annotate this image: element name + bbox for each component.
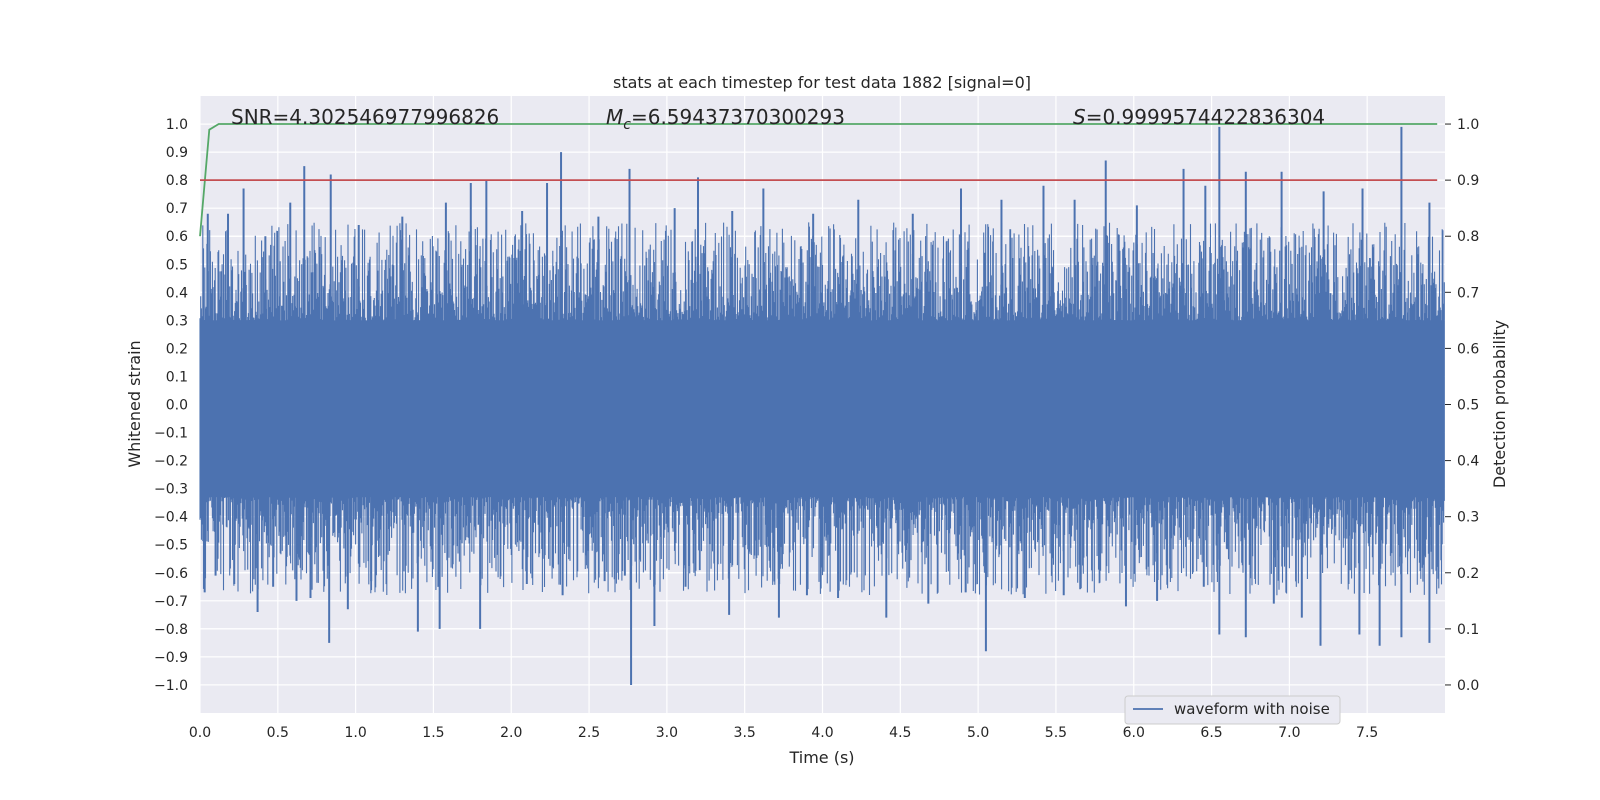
y-right-tick-label: 0.8	[1457, 229, 1479, 245]
x-tick-label: 6.5	[1200, 725, 1222, 741]
x-tick-label: 4.5	[889, 725, 911, 741]
y-left-tick-label: −1.0	[154, 678, 188, 694]
x-tick-label: 1.5	[422, 725, 444, 741]
y-axis-label-left: Whitened strain	[125, 340, 144, 467]
x-axis-label: Time (s)	[788, 748, 854, 767]
y-left-tick-label: −0.4	[154, 510, 188, 526]
y-left-tick-label: 0.9	[166, 145, 188, 161]
s-symbol: S	[1073, 105, 1086, 129]
y-left-tick-label: 0.2	[166, 341, 188, 357]
chirp-mass-value: =6.59437370300293	[631, 105, 845, 129]
y-left-tick-label: 0.1	[166, 369, 188, 385]
x-tick-label: 6.0	[1123, 725, 1145, 741]
legend-box	[1124, 695, 1341, 725]
y-axis-label-right: Detection probability	[1490, 320, 1509, 488]
y-left-tick-label: 0.8	[166, 173, 188, 189]
y-left-tick-label: −0.8	[154, 622, 188, 638]
y-right-tick-label: 0.7	[1457, 285, 1479, 301]
chirp-mass-symbol: M	[606, 105, 623, 129]
detection-probability-line	[199, 123, 1438, 237]
y-left-tick-label: 1.0	[166, 117, 188, 133]
snr-annotation: SNR=4.302546977996826	[231, 105, 499, 129]
y-left-tick-label: −0.3	[154, 482, 188, 498]
y-left-ticks: 1.0 0.9 0.8 0.7 0.6 0.5 0.4 0.3 0.2 0.1 0.0 −0.1 −0.…	[154, 117, 188, 694]
y-right-tick-label: 0.3	[1457, 510, 1479, 526]
chirp-mass-subscript: c	[623, 117, 631, 133]
y-right-ticks: 1.0 0.9 0.8 0.7 0.6 0.5 0.4 0.3 0.2 0.1 0.0	[1445, 117, 1479, 694]
y-left-tick-label: 0.4	[166, 285, 188, 301]
y-left-tick-label: 0.5	[166, 257, 188, 273]
y-right-tick-label: 0.9	[1457, 173, 1479, 189]
x-tick-label: 0.5	[267, 725, 289, 741]
x-tick-label: 4.0	[811, 725, 833, 741]
x-tick-label: 2.5	[578, 725, 600, 741]
y-left-tick-label: 0.3	[166, 313, 188, 329]
x-ticks: 0.0 0.5 1.0 1.5 2.0 2.5 3.0 3.5 4.0 4.5 5.0 5.5 6.0 6…	[189, 725, 1378, 741]
legend-label: waveform with noise	[1174, 700, 1330, 718]
x-tick-label: 7.0	[1278, 725, 1300, 741]
strain-series	[199, 126, 1445, 685]
y-left-tick-label: −0.2	[154, 454, 188, 470]
y-right-tick-label: 0.0	[1457, 678, 1479, 694]
y-left-tick-label: 0.6	[166, 229, 188, 245]
legend: waveform with noise	[1124, 695, 1341, 725]
x-tick-label: 1.0	[344, 725, 366, 741]
y-right-tick-label: 0.4	[1457, 454, 1479, 470]
chart-title: stats at each timestep for test data 188…	[613, 73, 1031, 92]
waveform-noise	[199, 222, 1445, 596]
s-value: =0.9999574422836304	[1086, 105, 1325, 129]
y-right-tick-label: 0.6	[1457, 341, 1479, 357]
y-right-tick-label: 0.5	[1457, 398, 1479, 414]
x-tick-label: 7.5	[1356, 725, 1378, 741]
y-left-tick-label: −0.7	[154, 594, 188, 610]
x-tick-label: 3.5	[734, 725, 756, 741]
x-tick-label: 5.5	[1045, 725, 1067, 741]
y-right-tick-label: 0.1	[1457, 622, 1479, 638]
y-left-tick-label: 0.0	[166, 398, 188, 414]
x-tick-label: 2.0	[500, 725, 522, 741]
probability-series	[199, 123, 1438, 237]
y-left-tick-label: −0.5	[154, 538, 188, 554]
x-tick-label: 5.0	[967, 725, 989, 741]
y-left-tick-label: −0.1	[154, 426, 188, 442]
y-right-tick-label: 1.0	[1457, 117, 1479, 133]
x-tick-label: 3.0	[656, 725, 678, 741]
x-tick-label: 0.0	[189, 725, 211, 741]
y-left-tick-label: −0.9	[154, 650, 188, 666]
y-left-tick-label: −0.6	[154, 566, 188, 582]
y-left-tick-label: 0.7	[166, 201, 188, 217]
y-right-tick-label: 0.2	[1457, 566, 1479, 582]
s-annotation: S=0.9999574422836304	[1073, 105, 1325, 129]
chirp-mass-annotation: Mc=6.59437370300293	[606, 105, 845, 133]
